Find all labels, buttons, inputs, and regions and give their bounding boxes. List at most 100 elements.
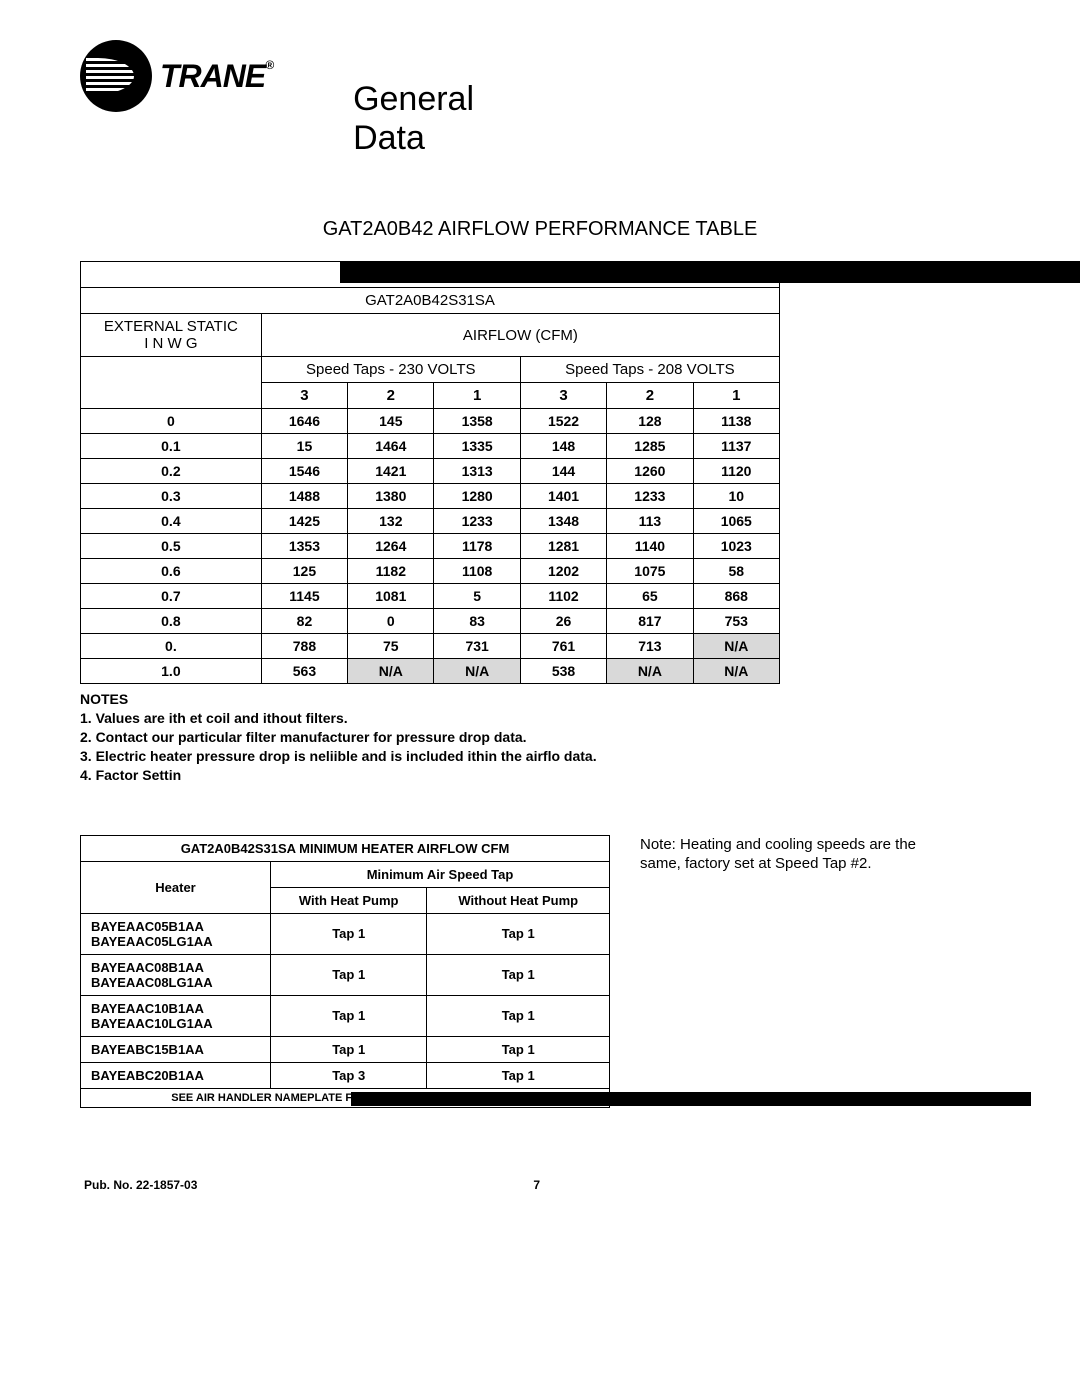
heater-model: BAYEABC20B1AA (81, 1062, 271, 1088)
trane-logo-icon (80, 40, 152, 112)
heater-without-hp: Tap 1 (427, 913, 610, 954)
heater-table: GAT2A0B42S31SA MINIMUM HEATER AIRFLOW CF… (80, 835, 610, 1108)
airflow-cell: 83 (434, 609, 520, 634)
table-row: BAYEAAC08B1AABAYEAAC08LG1AATap 1Tap 1 (81, 954, 610, 995)
airflow-cell: 113 (607, 509, 693, 534)
heater-model: BAYEABC15B1AA (81, 1036, 271, 1062)
airflow-cell: 1178 (434, 534, 520, 559)
airflow-cell: 1425 (261, 509, 347, 534)
airflow-cell: 1233 (434, 509, 520, 534)
airflow-cell: N/A (434, 659, 520, 684)
airflow-cell: 58 (693, 559, 779, 584)
airflow-cell: 0 (348, 609, 434, 634)
airflow-cell: 1401 (520, 484, 606, 509)
airflow-cell: 1102 (520, 584, 606, 609)
heater-without-hp: Tap 1 (427, 1036, 610, 1062)
airflow-cell: 145 (348, 409, 434, 434)
airflow-cell: 125 (261, 559, 347, 584)
heater-without-hp: Tap 1 (427, 1062, 610, 1088)
airflow-cell: 148 (520, 434, 606, 459)
airflow-cell: 1145 (261, 584, 347, 609)
speed-230-header: Speed Taps - 230 VOLTS (261, 357, 520, 383)
airflow-cell: 1182 (348, 559, 434, 584)
speed-208-header: Speed Taps - 208 VOLTS (520, 357, 779, 383)
airflow-col-header: 1 (693, 383, 779, 409)
heater-with-hp: Tap 3 (271, 1062, 427, 1088)
airflow-cell: 1108 (434, 559, 520, 584)
heater-title: GAT2A0B42S31SA MINIMUM HEATER AIRFLOW CF… (81, 835, 610, 861)
airflow-cell: 1260 (607, 459, 693, 484)
table-row: 0.7114510815110265868 (81, 584, 780, 609)
static-value: 0. (81, 634, 262, 659)
airflow-cell: 1233 (607, 484, 693, 509)
airflow-cell: 1464 (348, 434, 434, 459)
airflow-cell: 1280 (434, 484, 520, 509)
static-value: 0.6 (81, 559, 262, 584)
heater-without-hp: Tap 1 (427, 954, 610, 995)
airflow-cell: 1120 (693, 459, 779, 484)
airflow-cell: 132 (348, 509, 434, 534)
airflow-cell: 1313 (434, 459, 520, 484)
airflow-table: AIRF GAT2A0B42S31SA EXTERNAL STATIC I N … (80, 261, 780, 684)
table-row: BAYEAAC05B1AABAYEAAC05LG1AATap 1Tap 1 (81, 913, 610, 954)
table-row: 1.0563N/AN/A538N/AN/A (81, 659, 780, 684)
airflow-cell: 1264 (348, 534, 434, 559)
airflow-cell: N/A (693, 659, 779, 684)
airflow-cell: 82 (261, 609, 347, 634)
airflow-cell: 1353 (261, 534, 347, 559)
page-title-line2: Data (353, 119, 474, 158)
airflow-cell: 731 (434, 634, 520, 659)
heater-model: BAYEAAC10B1AABAYEAAC10LG1AA (81, 995, 271, 1036)
heater-with-hp: Tap 1 (271, 995, 427, 1036)
subtitle: GAT2A0B42 AIRFLOW PERFORMANCE TABLE (80, 218, 1000, 241)
static-value: 0.3 (81, 484, 262, 509)
static-value: 1.0 (81, 659, 262, 684)
airflow-cell: 26 (520, 609, 606, 634)
table-row: 0.88208326817753 (81, 609, 780, 634)
airflow-cell: 5 (434, 584, 520, 609)
note-line: 4. Factor Settin (80, 766, 1000, 785)
table-row: BAYEABC20B1AATap 3Tap 1 (81, 1062, 610, 1088)
table-row: 0.78875731761713N/A (81, 634, 780, 659)
airflow-cell: 1285 (607, 434, 693, 459)
airflow-cell: 1023 (693, 534, 779, 559)
airflow-cell: N/A (693, 634, 779, 659)
heater-block: GAT2A0B42S31SA MINIMUM HEATER AIRFLOW CF… (80, 835, 1000, 1108)
airflow-cell: 1081 (348, 584, 434, 609)
table-row: 01646145135815221281138 (81, 409, 780, 434)
airflow-cell: 75 (348, 634, 434, 659)
airflow-cell: 1358 (434, 409, 520, 434)
page-number: 7 (533, 1178, 540, 1192)
page-footer: Pub. No. 22-1857-03 7 (80, 1178, 1000, 1192)
heater-model: BAYEAAC08B1AABAYEAAC08LG1AA (81, 954, 271, 995)
airflow-cell: 713 (607, 634, 693, 659)
airflow-cell: 1488 (261, 484, 347, 509)
ext-static-header: EXTERNAL STATIC I N W G (81, 314, 262, 357)
airflow-table-wrap: AIRF GAT2A0B42S31SA EXTERNAL STATIC I N … (80, 261, 1000, 784)
airflow-cell: 868 (693, 584, 779, 609)
static-value: 0.2 (81, 459, 262, 484)
airflow-cell: N/A (348, 659, 434, 684)
heater-col-without: Without Heat Pump (427, 887, 610, 913)
heater-without-hp: Tap 1 (427, 995, 610, 1036)
static-value: 0.1 (81, 434, 262, 459)
logo-block: TRANE® (80, 40, 273, 112)
airflow-cell: 538 (520, 659, 606, 684)
airflow-cell: 1348 (520, 509, 606, 534)
heater-side-note: Note: Heating and cooling speeds are the… (640, 835, 920, 874)
note-line: 3. Electric heater pressure drop is neli… (80, 747, 1000, 766)
pub-no: Pub. No. 22-1857-03 (84, 1178, 197, 1192)
heater-with-hp: Tap 1 (271, 1036, 427, 1062)
table-row: 0.215461421131314412601120 (81, 459, 780, 484)
static-value: 0 (81, 409, 262, 434)
black-bar-heater (351, 1092, 1031, 1106)
page-title: General Data (353, 80, 474, 158)
airflow-cell: 144 (520, 459, 606, 484)
airflow-cell: 817 (607, 609, 693, 634)
heater-col-with: With Heat Pump (271, 887, 427, 913)
airflow-cell: 1522 (520, 409, 606, 434)
notes-block: NOTES 1. Values are ith et coil and itho… (80, 690, 1000, 784)
page-title-line1: General (353, 80, 474, 119)
heater-with-hp: Tap 1 (271, 954, 427, 995)
airflow-cell: 788 (261, 634, 347, 659)
